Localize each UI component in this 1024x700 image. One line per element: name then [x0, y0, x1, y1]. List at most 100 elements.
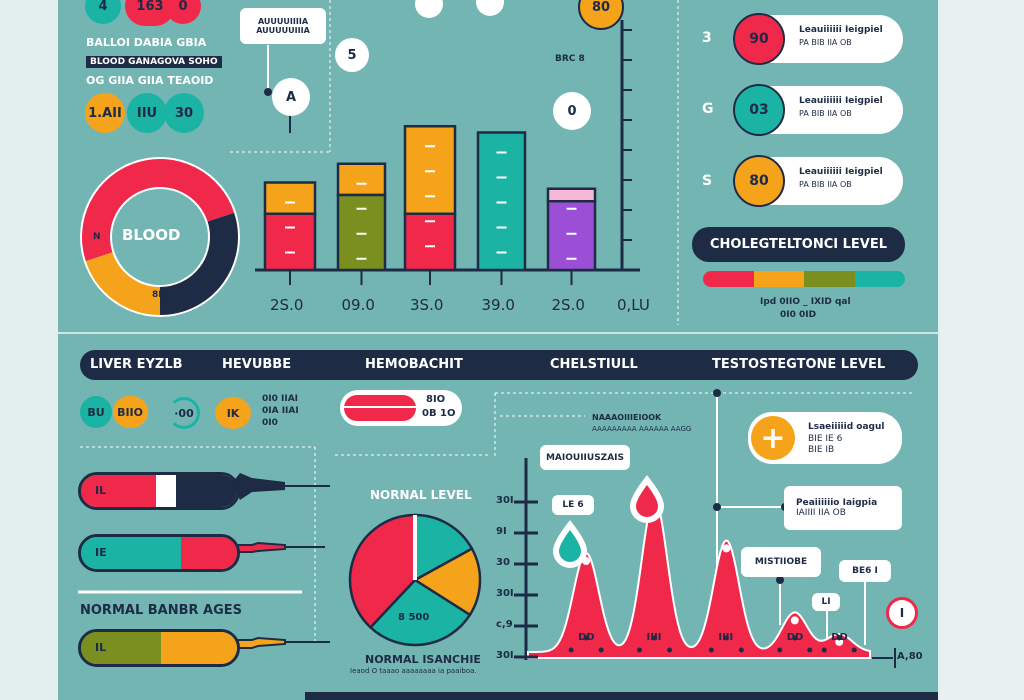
bubble-a: A — [272, 78, 310, 116]
peak-marker — [790, 616, 799, 625]
card-title: Leauiiiiii Ieigpiel — [799, 167, 883, 177]
pie-slice — [368, 578, 472, 647]
bar-label: 3S.0 — [410, 296, 444, 314]
pie-slice — [348, 513, 417, 630]
pill-text: BU — [87, 405, 105, 419]
bar-label: 09.0 — [341, 296, 375, 314]
circle-teal-2: 30 — [164, 93, 204, 133]
syringe-label: IL — [95, 484, 107, 497]
scale-segment — [753, 271, 804, 287]
bubble-text: 0 — [567, 103, 577, 119]
cholesterol-scale — [703, 271, 905, 287]
peak-marker — [835, 637, 844, 646]
card-sub: PA BIB IIA OB — [799, 180, 852, 189]
scale-segment — [804, 271, 855, 287]
bar-label: 2S.0 — [270, 296, 304, 314]
capsule-fill — [344, 395, 416, 421]
dot — [568, 647, 574, 653]
donut-segment — [82, 159, 235, 262]
donut-segment — [85, 251, 161, 315]
card-sub: PA BIB IIA OB — [799, 38, 852, 47]
metric-card: 90 Leauiiiiii Ieigpiel PA BIB IIA OB — [733, 13, 903, 65]
area-label: LE 6 — [552, 495, 594, 515]
dot — [821, 647, 827, 653]
gauge: ·00 — [168, 397, 200, 429]
pill-orange: BIIO — [113, 396, 148, 428]
pie-slice — [412, 546, 482, 617]
card-sub: PA BIB IIA OB — [799, 109, 852, 118]
header-item: HEVUBBE — [222, 357, 292, 372]
bar-segment — [336, 162, 387, 197]
y-tick-label: 30I — [496, 650, 514, 661]
scale-legend: 0I0 0ID — [780, 310, 817, 320]
card-number: 3 — [702, 30, 712, 46]
bar-segment — [546, 187, 597, 203]
bar-chart — [230, 0, 679, 325]
donut-hole — [112, 189, 208, 285]
card-value: 80 — [749, 173, 769, 189]
dot — [738, 647, 744, 653]
area-label: MISTIIOBE — [741, 547, 821, 577]
normal-ranges-title: NORMAL BANBR AGES — [80, 603, 243, 618]
axis-label: 0,LU — [617, 296, 650, 314]
callout-line: AUUUUIIIIA — [257, 17, 309, 26]
bar-segment — [263, 181, 317, 215]
footer-bar — [305, 692, 938, 700]
dot — [836, 635, 842, 641]
badge-text: 0 — [178, 0, 188, 14]
card-value: 03 — [749, 102, 769, 118]
callout-line: AUUUUUIIIA — [256, 26, 310, 35]
area-annotation: NAAAOIIIEIOOK — [592, 413, 662, 422]
dot — [667, 647, 673, 653]
blood-donut — [80, 157, 240, 317]
syringe-label: IL — [95, 641, 107, 654]
bar-label: 2S.0 — [551, 296, 585, 314]
list-text: 0I0 — [262, 418, 278, 428]
bubble-0: 0 — [553, 92, 591, 130]
dot — [598, 647, 604, 653]
card-value-circle: 90 — [733, 13, 785, 65]
dot — [792, 635, 798, 641]
capsule-text: 0B 1O — [422, 408, 456, 419]
card-value-circle: 03 — [733, 84, 785, 136]
section-header: LIVER EYZLB HEVUBBE HEMOBACHIT CHELSTIUL… — [80, 350, 918, 380]
syringe-label: IE — [95, 546, 107, 559]
y-tick-label: 30 — [496, 557, 510, 568]
area-chart: DDIIIIIIIIDDDD — [494, 389, 915, 668]
pie-footer-sub: Ieaod O taaao aaaaaaaa ia paaiboa. — [350, 667, 477, 675]
syringe-3: IL — [78, 629, 240, 667]
y-tick-label: 30I — [496, 495, 514, 506]
area-label: BE6 I — [839, 560, 891, 582]
label-row: OG GIIA GIIA TEAOID — [86, 74, 214, 87]
card-title: Leauiiiiii Ieigpiel — [799, 96, 883, 106]
capsule: 8IO 0B 1O — [340, 390, 462, 426]
y-tick-label: 30I — [496, 588, 514, 599]
scale-segment — [854, 271, 905, 287]
badge-text: 4 — [98, 0, 108, 14]
dot — [708, 647, 714, 653]
bar-segment — [403, 212, 457, 272]
list-text: 0IA IIAI — [262, 406, 299, 416]
badge-text: 80 — [591, 0, 611, 15]
info-icon: I — [899, 606, 905, 620]
bubble-text: 5 — [347, 47, 357, 63]
area-label: MAIOUIIUSZAIS — [540, 445, 630, 470]
y-tick-label: 9I — [496, 526, 507, 537]
syringe-lines — [78, 446, 490, 649]
circle-orange: 1.AII — [85, 93, 125, 133]
list-text: 0I0 IIAI — [262, 394, 299, 404]
bar-segment — [476, 131, 527, 272]
pill-text: BIIO — [117, 405, 143, 419]
dot — [583, 635, 589, 641]
metric-card: 80 Leauiiiiii Ieigpiel PA BIB IIA OB — [733, 155, 903, 207]
dot — [807, 647, 813, 653]
donut-label: BLOOD — [122, 226, 181, 244]
gauge-text: ·00 — [174, 406, 194, 420]
dot — [723, 635, 729, 641]
red-drop-icon — [629, 475, 665, 523]
peak-marker — [722, 544, 731, 553]
card-value: 90 — [749, 31, 769, 47]
card-title: Leauiiiiii Ieigpiel — [799, 25, 883, 35]
area-annotation: AAAAAAAAA AAAAAA AAGG — [592, 425, 692, 433]
donut-left-label: N — [93, 232, 101, 242]
